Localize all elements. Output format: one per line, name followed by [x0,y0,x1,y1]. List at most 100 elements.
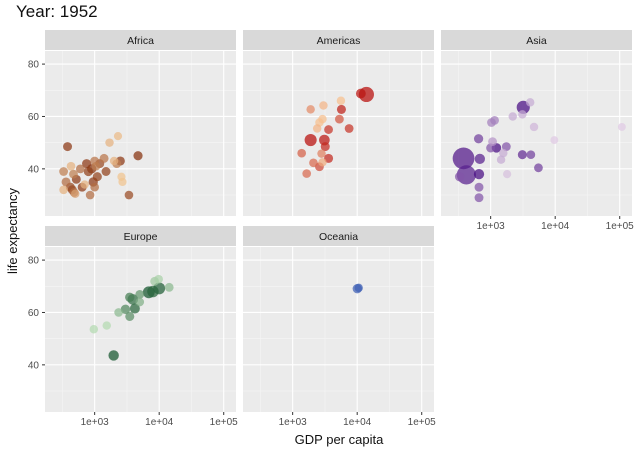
data-point [120,304,131,315]
data-point [164,282,174,292]
data-point [334,114,344,124]
data-point [517,150,527,160]
y-tick-label: 60 [28,308,40,319]
facet-americas: Americas [243,30,434,216]
y-tick-label: 60 [28,112,40,123]
data-point [452,147,475,170]
data-point [69,169,78,179]
data-point [61,177,71,187]
data-point [306,105,315,114]
facet-oceania: Oceania 1e+03 1e+04 1e+05 [243,226,436,428]
facet-africa: Africa 40 60 80 [28,30,236,216]
data-point [89,325,99,334]
data-point [534,163,543,173]
facet-strip-label: Europe [124,231,158,243]
data-point [496,155,506,164]
data-point [474,193,484,203]
y-tick-label: 40 [28,164,40,175]
data-point [318,158,327,167]
data-point [59,167,68,176]
data-point [63,142,73,152]
x-axis-label: GDP per capita [295,432,384,447]
data-point [124,190,134,200]
data-point [355,88,366,99]
data-point [90,182,99,192]
data-point [324,125,333,134]
facet-strip [243,226,434,246]
data-point [154,274,163,284]
x-tick-label: 1e+03 [279,417,308,428]
data-point [82,159,92,169]
data-point [550,136,559,144]
data-point [147,285,159,298]
data-point [344,124,354,133]
data-point [113,132,123,141]
data-point [488,137,497,147]
data-point [499,148,508,158]
facet-strip-label: Asia [526,35,547,47]
facet-strip [441,30,632,50]
data-point [71,189,80,198]
data-point [317,149,326,158]
data-point [129,303,140,314]
data-point [501,142,511,151]
data-point [109,156,119,166]
data-point [92,172,102,182]
data-point [474,182,484,192]
data-point [454,172,465,182]
data-point [297,148,307,158]
x-tick-label: 1e+04 [145,417,174,428]
x-tick-label: 1e+04 [343,417,372,428]
data-point [518,110,527,119]
y-tick-label: 80 [28,60,40,71]
x-tick-label: 1e+03 [477,221,506,232]
data-point [135,297,145,307]
data-point [101,167,111,176]
data-point [473,168,485,180]
data-point [59,185,68,195]
data-point [66,161,76,171]
y-tick-label: 80 [28,256,40,267]
y-axis-label: life expectancy [5,188,20,274]
data-point [302,169,312,178]
data-point [473,134,484,144]
panel-background [243,247,434,412]
data-point [529,122,539,132]
data-point [125,311,135,321]
data-point [336,96,346,105]
data-point [503,169,512,179]
data-point [487,118,496,127]
x-tick-label: 1e+05 [210,417,239,428]
data-point [125,292,135,302]
data-point [91,161,101,171]
data-point [85,190,95,200]
data-point [508,112,517,121]
facet-strip-label: Oceania [319,231,358,243]
data-point [105,138,114,147]
facet-strip-label: Africa [127,35,154,47]
data-point [319,101,328,110]
y-tick-label: 40 [28,360,40,371]
data-point [114,308,123,317]
data-point [354,283,363,293]
facet-strip [45,30,236,50]
data-point [336,104,346,114]
data-point [320,142,330,152]
panel-background [243,51,434,216]
data-point [108,350,119,361]
facet-strip [45,226,236,246]
data-point [102,321,111,330]
x-tick-label: 1e+04 [541,221,570,232]
data-point [312,124,322,133]
facet-europe: Europe 1e+03 1e+04 1e+05 40 60 80 [28,226,238,428]
facet-strip-label: Americas [317,35,361,47]
data-point [75,164,85,174]
panel-background [45,247,236,412]
data-point [83,166,93,177]
data-point [617,123,626,131]
x-tick-label: 1e+05 [408,417,437,428]
data-point [474,153,485,165]
facet-asia: Asia 1e+03 1e+04 1e+05 [441,30,634,232]
x-tick-label: 1e+05 [606,221,635,232]
